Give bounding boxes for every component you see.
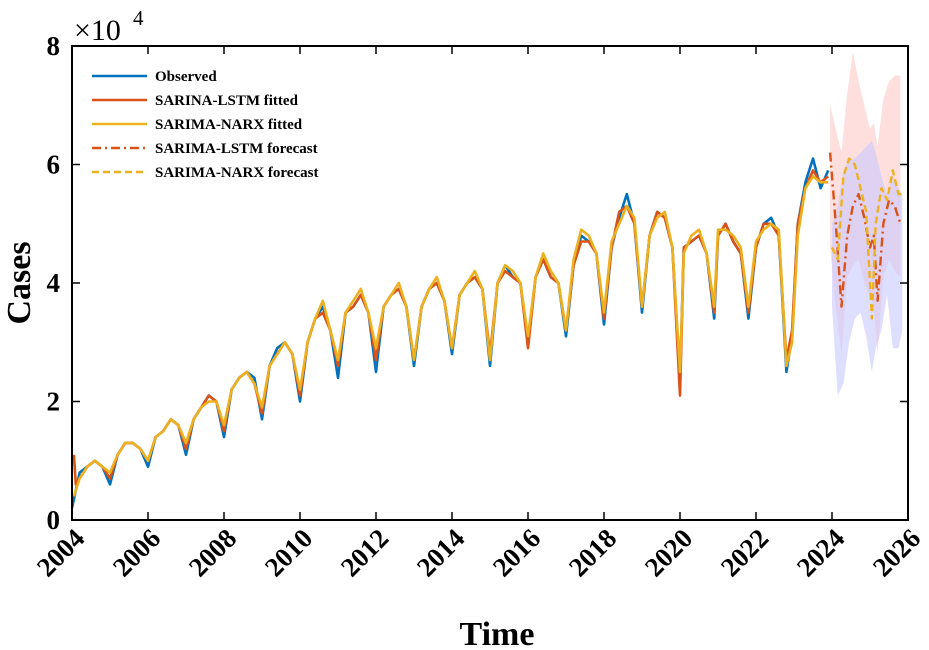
series-lines xyxy=(70,152,903,509)
y-exponent: 4 xyxy=(133,6,144,30)
y-multiplier: ×10 xyxy=(74,14,121,47)
legend-entry-sarima-narx-forecast: SARIMA-NARX forecast xyxy=(92,165,318,181)
x-tick-label: 2026 xyxy=(867,523,926,582)
legend: Observed SARINA-LSTM fitted SARIMA-NARX fi… xyxy=(92,69,318,181)
legend-label: Observed xyxy=(155,69,217,85)
y-tick-label: 8 xyxy=(47,31,61,61)
x-tick-label: 2018 xyxy=(563,523,622,582)
x-tick-label: 2008 xyxy=(183,523,242,582)
y-tick-label: 6 xyxy=(47,150,61,180)
legend-entry-observed: Observed xyxy=(92,69,217,85)
legend-entry-sarima-lstm-forecast: SARIMA-LSTM forecast xyxy=(92,141,318,157)
x-tick-label: 2004 xyxy=(31,523,90,582)
x-tick-label: 2012 xyxy=(335,523,394,582)
x-tick-label: 2016 xyxy=(487,523,546,582)
axis-ticks: 2004 2006 2008 2010 2012 2014 2016 2018 2020 2022… xyxy=(31,31,926,582)
legend-label: SARIMA-NARX fitted xyxy=(155,117,303,133)
legend-entry-sarima-narx-fitted: SARIMA-NARX fitted xyxy=(92,117,303,133)
y-tick-label: 4 xyxy=(47,268,61,298)
y-exponent-label: ×10 4 xyxy=(74,6,144,47)
sarima-narx-fitted-line xyxy=(72,175,829,497)
legend-entry-sarina-lstm-fitted: SARINA-LSTM fitted xyxy=(92,93,299,109)
x-axis-title: Time xyxy=(460,616,535,650)
x-tick-label: 2020 xyxy=(639,523,698,582)
y-axis-title: Cases xyxy=(1,241,38,324)
legend-label: SARIMA-LSTM forecast xyxy=(155,141,318,157)
x-tick-label: 2024 xyxy=(791,523,850,582)
x-tick-label: 2006 xyxy=(107,523,166,582)
forecast-intervals xyxy=(830,51,903,396)
x-tick-label: 2010 xyxy=(259,523,318,582)
legend-label: SARINA-LSTM fitted xyxy=(155,93,299,109)
sarima-narx-interval-band xyxy=(832,140,903,396)
y-tick-label: 0 xyxy=(47,505,61,535)
x-tick-label: 2022 xyxy=(715,523,774,582)
y-tick-label: 2 xyxy=(47,387,61,417)
x-tick-label: 2014 xyxy=(411,523,470,582)
sarima-narx-forecast-line xyxy=(830,157,903,320)
legend-label: SARIMA-NARX forecast xyxy=(155,165,318,181)
